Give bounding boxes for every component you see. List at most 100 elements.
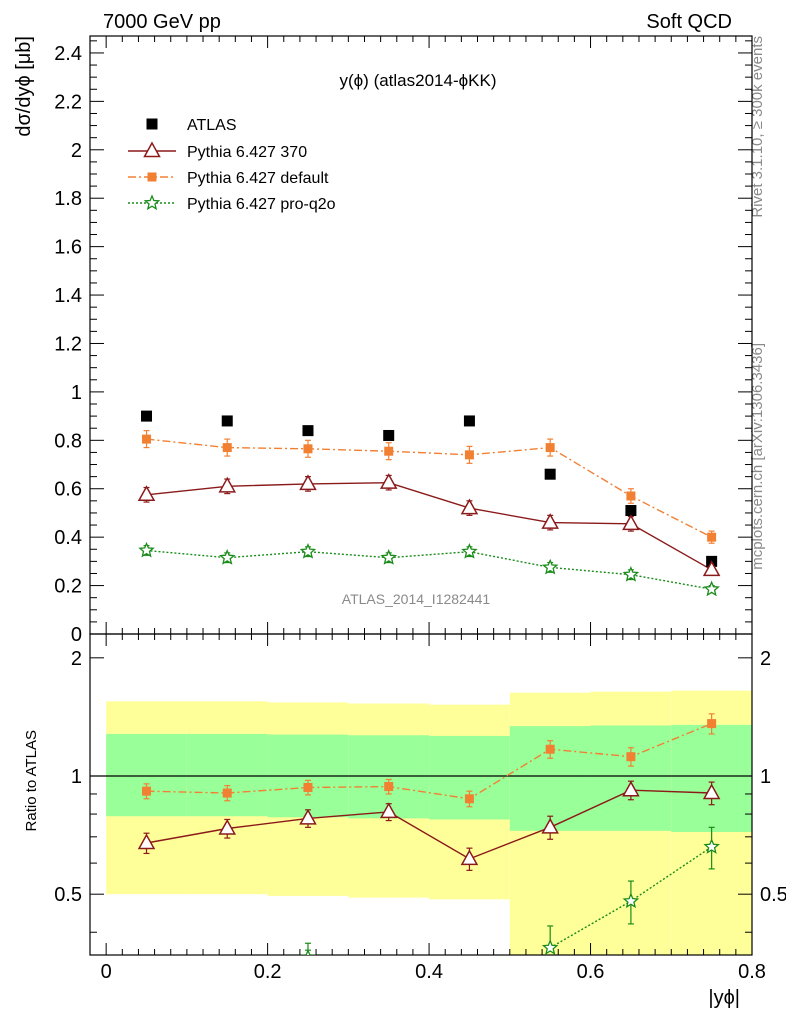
- y-tick-label: 1.4: [54, 285, 82, 307]
- ratio-tick-label-right: 2: [760, 648, 771, 670]
- pdefault-ratio-line: [146, 722, 712, 800]
- data-point: [146, 118, 158, 130]
- y-tick-label: 0.6: [54, 479, 82, 501]
- ratio-tick-label: 0.5: [54, 884, 82, 906]
- data-point: [221, 415, 233, 427]
- pdefault-point: [384, 446, 394, 456]
- x-axis-label: |yϕ|: [708, 987, 740, 1009]
- pq2o-point: [622, 566, 640, 582]
- pq2o-point: [138, 541, 155, 558]
- header-left: 7000 GeV pp: [103, 11, 221, 33]
- plot-frames: [89, 35, 753, 956]
- y-tick-label: 2.2: [54, 91, 82, 113]
- ratio-panel-frame: [89, 633, 753, 956]
- pdefault-point: [142, 434, 152, 444]
- p370-point: [218, 476, 237, 493]
- axis-ticks: 0 0.2 0.4 0.6 0.8 0 0.2 0.4 0.6 0.8 1 1.2 1.4 1.6 1.8 2…: [54, 36, 786, 983]
- y-tick-label: 2: [71, 140, 82, 162]
- p370-point: [541, 817, 559, 834]
- data-point: [463, 415, 475, 427]
- pq2o-point: [299, 543, 317, 559]
- pq2o-point: [703, 838, 720, 854]
- p370-point: [379, 473, 398, 489]
- pdefault-point: [626, 491, 636, 501]
- ratio-bands: [90, 690, 752, 955]
- ratio-tick-label: 1: [71, 766, 82, 788]
- pq2o-point: [380, 548, 398, 565]
- p370-point: [460, 498, 479, 515]
- p370-point: [541, 513, 559, 529]
- p370-line: [146, 481, 712, 571]
- pq2o-point: [703, 580, 720, 597]
- x-tick-label: 0.4: [415, 961, 443, 983]
- pdefault-point: [545, 744, 555, 754]
- y-tick-label: 1.2: [54, 333, 82, 355]
- ratio-y-axis-label: Ratio to ATLAS: [23, 730, 40, 831]
- data-point: [141, 410, 153, 422]
- pdefault-point: [707, 719, 717, 729]
- p370-point: [622, 780, 640, 797]
- ratio-curves: [137, 713, 721, 955]
- pdefault-point: [142, 786, 152, 796]
- band-green-bin: [671, 724, 752, 833]
- legend-label: Pythia 6.427 default: [187, 170, 329, 187]
- pq2o-point: [461, 543, 478, 559]
- p370-point: [299, 808, 317, 825]
- pdefault-point: [384, 782, 394, 792]
- data-point: [383, 429, 395, 441]
- y-tick-label: 0.4: [54, 527, 82, 549]
- y-axis-label: dσ/dyϕ [μb]: [13, 36, 35, 137]
- pq2o-line: [146, 549, 712, 590]
- y-tick-label: 2.4: [54, 43, 82, 65]
- pq2o-point: [541, 558, 559, 575]
- p370-point: [702, 783, 721, 800]
- x-tick-label: 0.2: [254, 961, 282, 983]
- y-tick-label: 0.8: [54, 430, 82, 452]
- mcplots-label: mcplots.cern.ch [arXiv:1306.3436]: [749, 343, 766, 570]
- band-green-bin: [106, 733, 187, 817]
- ratio-tick-label-right: 1: [760, 766, 771, 788]
- pq2o-point: [299, 948, 317, 955]
- band-green-bin: [590, 725, 672, 831]
- pdefault-point: [222, 443, 232, 453]
- watermark-label: ATLAS_2014_I1282441: [342, 591, 491, 607]
- chart-title: y(ϕ) (atlas2014-ϕKK): [340, 71, 497, 90]
- ratio-tick-label-right: 0.5: [760, 884, 786, 906]
- pdefault-point: [464, 794, 474, 804]
- ratio-tick-label: 2: [71, 648, 82, 670]
- p370-point: [379, 802, 398, 819]
- y-tick-label: 1.8: [54, 188, 82, 210]
- data-point: [625, 505, 637, 517]
- legend-label: Pythia 6.427 pro-q2o: [187, 196, 336, 213]
- pdefault-point: [222, 788, 232, 798]
- pq2o-point: [143, 194, 161, 211]
- pdefault-point: [464, 450, 474, 460]
- legend: ATLAS Pythia 6.427 370 Pythia 6.427 defaul…: [128, 117, 336, 213]
- p370-point: [622, 514, 640, 531]
- series-curves: [137, 430, 721, 955]
- p370-point: [137, 833, 156, 850]
- p370-point: [137, 485, 156, 502]
- pdefault-point: [626, 752, 636, 762]
- pq2o-point: [622, 892, 640, 909]
- p370-ratio-line: [146, 789, 712, 860]
- x-tick-label: 0.6: [577, 961, 605, 983]
- y-tick-label: 0.2: [54, 576, 82, 598]
- y-tick-label: 1.6: [54, 237, 82, 259]
- x-tick-label: 0.8: [738, 961, 766, 983]
- rivet-label: Rivet 3.1.10, ≥ 300k events: [749, 36, 766, 218]
- y-tick-label: 1: [71, 382, 82, 404]
- series-markers: [137, 410, 721, 597]
- p370-point: [143, 141, 161, 158]
- x-tick-label: 0: [101, 961, 112, 983]
- pq2o-point: [219, 548, 236, 565]
- band-green-bin: [186, 733, 268, 817]
- p370-point: [702, 560, 721, 577]
- pdefault-point: [147, 172, 157, 182]
- pdefault-point: [545, 443, 555, 453]
- legend-label: Pythia 6.427 370: [187, 144, 307, 161]
- p370-point: [460, 849, 479, 866]
- y-tick-label: 0: [71, 624, 82, 646]
- header-right: Soft QCD: [646, 11, 732, 33]
